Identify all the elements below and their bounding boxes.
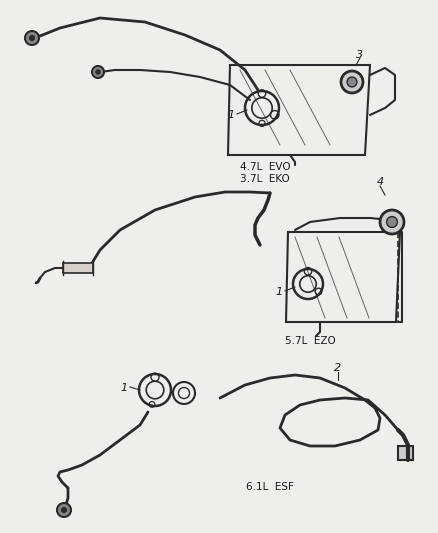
Circle shape bbox=[95, 70, 100, 75]
Circle shape bbox=[347, 77, 357, 87]
Bar bbox=[63, 263, 93, 273]
Text: 1: 1 bbox=[121, 383, 128, 393]
Circle shape bbox=[25, 31, 39, 45]
Text: 1: 1 bbox=[228, 110, 235, 120]
Text: 5.7L  EZO: 5.7L EZO bbox=[285, 336, 336, 346]
Text: 6.1L  ESF: 6.1L ESF bbox=[246, 482, 294, 492]
Bar bbox=[398, 446, 413, 460]
Text: 2: 2 bbox=[335, 363, 342, 373]
Circle shape bbox=[387, 216, 397, 228]
Text: 4: 4 bbox=[376, 177, 384, 187]
Circle shape bbox=[29, 35, 35, 41]
Text: 1: 1 bbox=[276, 287, 283, 297]
Circle shape bbox=[380, 210, 404, 234]
Circle shape bbox=[57, 503, 71, 517]
Text: 4.7L  EVO: 4.7L EVO bbox=[240, 162, 291, 172]
Circle shape bbox=[92, 66, 104, 78]
Circle shape bbox=[341, 71, 363, 93]
Circle shape bbox=[61, 507, 67, 513]
Text: 3: 3 bbox=[357, 50, 364, 60]
Text: 3.7L  EKO: 3.7L EKO bbox=[240, 174, 290, 184]
